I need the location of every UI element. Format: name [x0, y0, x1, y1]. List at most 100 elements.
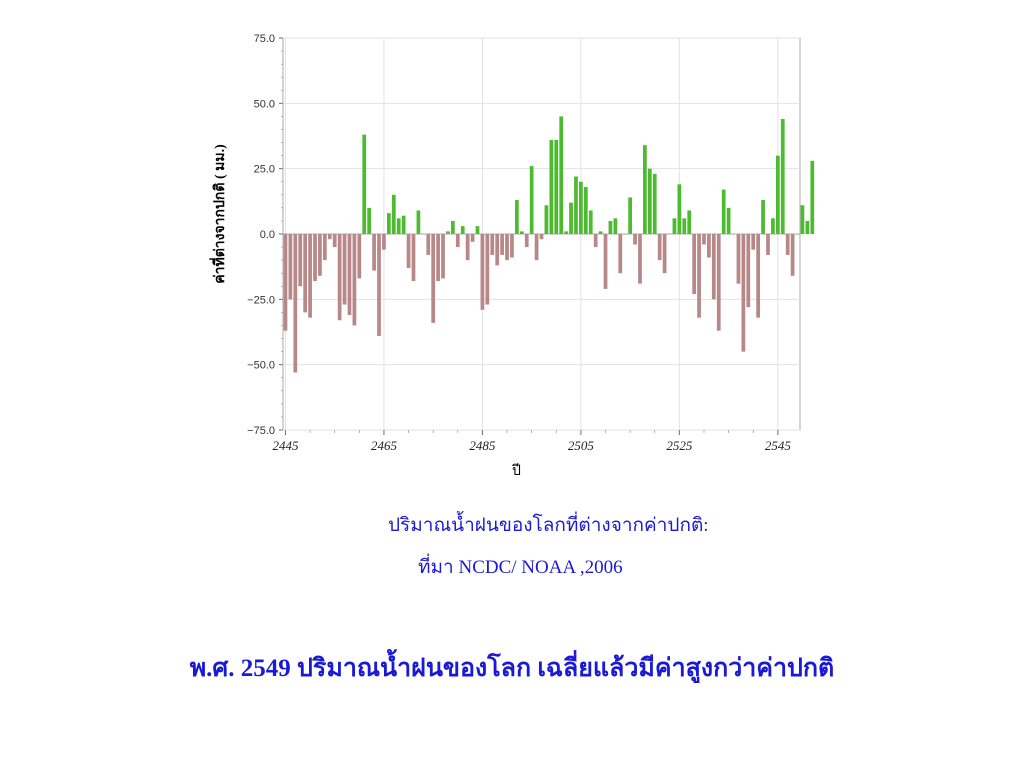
data-bar — [332, 234, 337, 248]
y-tick-label: −25.0 — [247, 294, 275, 306]
data-bar — [352, 234, 357, 326]
data-bar — [554, 139, 559, 234]
data-bar — [672, 218, 677, 234]
y-tick-label: −50.0 — [247, 360, 275, 372]
data-bar — [549, 139, 554, 234]
data-bar — [726, 207, 731, 234]
data-bar — [593, 234, 598, 248]
x-tick-label: 2485 — [469, 438, 496, 453]
x-tick-label: 2445 — [272, 438, 299, 453]
data-bar — [510, 234, 514, 258]
data-bar — [677, 184, 682, 234]
data-bar — [377, 234, 381, 336]
data-bar — [559, 116, 564, 234]
x-tick-label: 2545 — [765, 438, 792, 453]
data-bar — [697, 234, 701, 318]
y-tick-label: 25.0 — [254, 164, 275, 176]
data-bar — [460, 226, 465, 234]
data-bar — [288, 234, 293, 300]
data-bar — [529, 166, 534, 234]
data-bar — [436, 234, 440, 282]
data-bar — [396, 218, 401, 234]
data-bar — [500, 234, 504, 255]
data-bar — [298, 234, 303, 287]
data-bar — [775, 155, 780, 234]
data-bar — [721, 189, 726, 234]
data-bar — [318, 234, 322, 276]
data-bar — [475, 226, 480, 234]
data-bar — [810, 160, 815, 234]
x-tick-label: 2465 — [371, 438, 398, 453]
data-bar — [441, 234, 445, 279]
data-bar — [800, 205, 805, 234]
data-bar — [613, 218, 618, 234]
data-bar — [692, 234, 697, 295]
y-tick-label: −75.0 — [247, 425, 275, 437]
data-bar — [515, 200, 519, 234]
data-bar — [682, 218, 687, 234]
data-bar — [687, 210, 692, 234]
data-bar — [386, 213, 391, 234]
data-bar — [751, 234, 756, 250]
data-bar — [766, 234, 770, 255]
data-bar — [465, 234, 470, 261]
data-bar — [569, 202, 573, 234]
data-bar — [337, 234, 342, 321]
y-tick-label: 50.0 — [254, 98, 275, 110]
data-bar — [756, 234, 761, 318]
data-bar — [485, 234, 490, 305]
data-bar — [367, 207, 372, 234]
data-bar — [652, 173, 657, 234]
source-caption: ที่มา NCDC/ NOAA ,2006 — [418, 557, 623, 578]
data-bar — [293, 234, 298, 373]
data-bar — [455, 234, 460, 248]
data-bar — [372, 234, 376, 271]
data-bar — [446, 231, 450, 234]
data-bar — [283, 234, 288, 331]
data-bar — [505, 234, 509, 261]
data-bar — [790, 234, 795, 276]
data-bar — [598, 231, 603, 234]
data-bar — [736, 234, 741, 284]
data-bar — [716, 234, 721, 331]
data-bar — [785, 234, 790, 255]
data-bar — [539, 234, 544, 240]
data-bar — [431, 234, 436, 323]
data-bar — [579, 181, 583, 234]
y-tick-label: 0.0 — [260, 229, 275, 241]
data-bar — [647, 168, 652, 234]
data-bar — [711, 234, 716, 300]
data-bar — [382, 234, 386, 250]
data-bar — [308, 234, 312, 318]
data-bar — [401, 215, 406, 234]
data-bar — [391, 194, 396, 234]
data-bar — [583, 186, 588, 234]
data-bar — [357, 234, 362, 279]
data-bar — [603, 234, 608, 289]
x-tick-label: 2525 — [666, 438, 693, 453]
data-bar — [741, 234, 746, 352]
data-bar — [633, 234, 637, 245]
data-bar — [805, 220, 810, 234]
data-bar — [588, 210, 593, 234]
data-bar — [662, 234, 667, 274]
data-bar — [303, 234, 308, 313]
data-bar — [519, 231, 524, 234]
data-bar — [480, 234, 485, 310]
data-bar — [761, 200, 765, 234]
data-bar — [746, 234, 751, 308]
rainfall-anomaly-chart: 75.0 50.0 25.0 0.0 −25.0 −50.0 −75.0 2445 2465 24… — [200, 25, 820, 490]
data-bar — [327, 234, 332, 240]
data-bar — [702, 234, 706, 245]
data-bar — [564, 231, 568, 234]
data-bar — [574, 176, 578, 234]
data-bar — [657, 234, 662, 261]
data-bar — [451, 220, 455, 234]
data-bar — [362, 134, 367, 234]
data-bar — [771, 218, 775, 234]
data-bar — [426, 234, 431, 255]
data-bar — [608, 220, 613, 234]
y-axis-title: ค่าที่ต่างจากปกติ ( มม.) — [209, 144, 228, 284]
data-bar — [534, 234, 539, 261]
